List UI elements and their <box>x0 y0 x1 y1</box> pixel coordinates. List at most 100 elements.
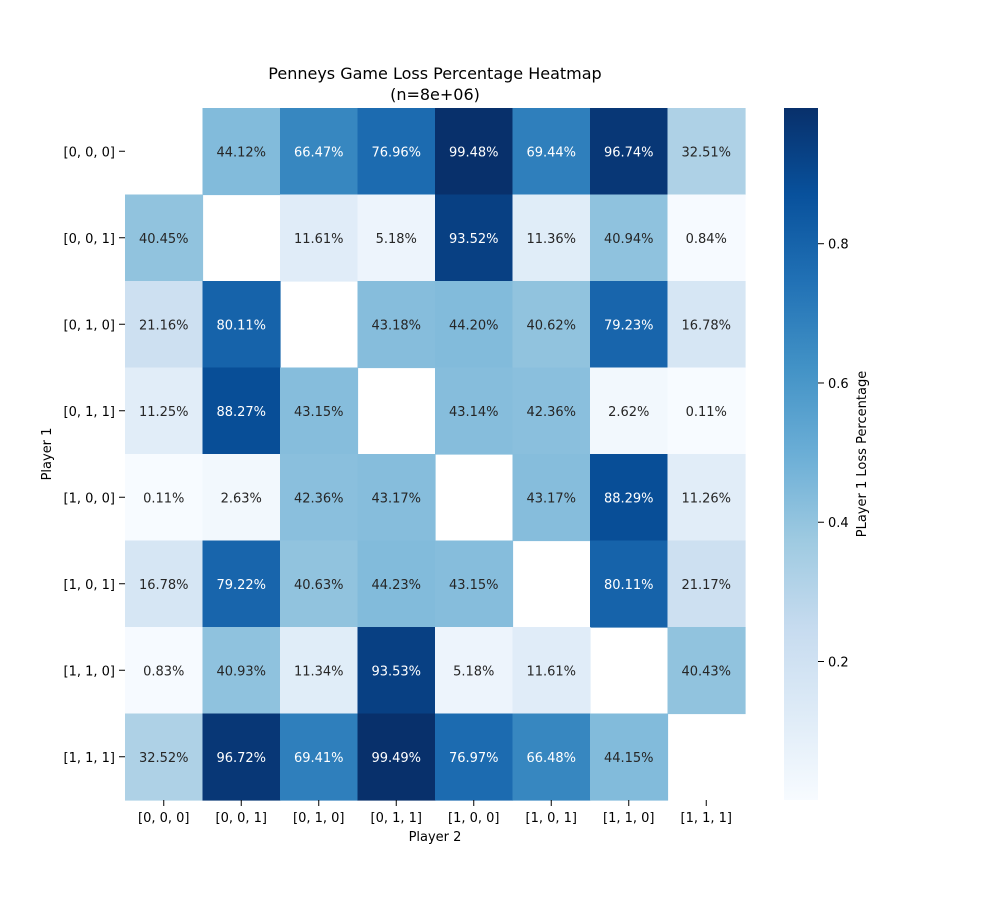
cell-value-label: 99.49% <box>371 751 421 766</box>
cell-value-label: 0.83% <box>143 664 184 679</box>
cell-value-label: 43.15% <box>449 578 499 593</box>
heatmap-cell <box>125 281 204 369</box>
x-axis-ticks: [0, 0, 0] [0, 0, 1] [0, 1, 0] [0, 1, 1] [1, … <box>138 800 732 826</box>
heatmap-cell <box>435 194 514 282</box>
heatmap-cell <box>435 540 514 628</box>
heatmap-cell <box>125 713 204 801</box>
cell-value-label: 16.78% <box>681 318 731 333</box>
heatmap-cell <box>280 627 359 715</box>
cell-value-label: 42.36% <box>294 491 344 506</box>
x-tick-label: [1, 1, 1] <box>681 811 733 826</box>
heatmap-cell <box>667 454 746 542</box>
cell-value-label: 43.17% <box>371 491 421 506</box>
cell-value-label: 40.94% <box>604 232 654 247</box>
heatmap-cell <box>512 454 591 542</box>
heatmap-cells <box>125 108 746 801</box>
cell-value-label: 0.84% <box>686 232 727 247</box>
heatmap-cell <box>435 108 514 196</box>
heatmap-cell <box>357 454 436 542</box>
cell-value-label: 44.23% <box>371 578 421 593</box>
heatmap-cell <box>357 194 436 282</box>
cell-value-label: 44.15% <box>604 751 654 766</box>
heatmap-cell <box>667 194 746 282</box>
y-tick-label: [1, 1, 0] <box>64 664 116 679</box>
heatmap-cell <box>125 194 204 282</box>
heatmap-cell <box>280 713 359 801</box>
cell-value-label: 0.11% <box>686 405 727 420</box>
heatmap-cell <box>280 367 359 455</box>
cell-value-label: 21.16% <box>139 318 189 333</box>
heatmap-cell-labels: 44.12% 66.47% 76.96% 99.48% 69.44% 96.74% 32.5… <box>139 145 731 766</box>
x-tick-label: [1, 0, 1] <box>526 811 578 826</box>
cell-value-label: 40.62% <box>526 318 576 333</box>
heatmap-cell <box>667 540 746 628</box>
cell-value-label: 69.41% <box>294 751 344 766</box>
heatmap-cell <box>125 454 204 542</box>
heatmap-cell <box>125 627 204 715</box>
colorbar-tick-label: 0.2 <box>828 656 849 671</box>
cell-value-label: 11.34% <box>294 664 344 679</box>
cell-value-label: 69.44% <box>526 145 576 160</box>
heatmap-cell <box>590 454 669 542</box>
y-tick-label: [0, 0, 1] <box>64 232 116 247</box>
cell-value-label: 2.63% <box>221 491 262 506</box>
colorbar-label: PLayer 1 Loss Percentage <box>855 371 870 537</box>
cell-value-label: 16.78% <box>139 578 189 593</box>
y-axis-ticks: [0, 0, 0] [0, 0, 1] [0, 1, 0] [0, 1, 1] [1, … <box>64 145 125 766</box>
y-tick-label: [0, 1, 0] <box>64 318 116 333</box>
y-tick-label: [0, 1, 1] <box>64 405 116 420</box>
heatmap-cell <box>512 713 591 801</box>
cell-value-label: 79.23% <box>604 318 654 333</box>
colorbar <box>784 108 818 800</box>
cell-value-label: 99.48% <box>449 145 499 160</box>
cell-value-label: 43.17% <box>526 491 576 506</box>
cell-value-label: 66.47% <box>294 145 344 160</box>
heatmap-cell <box>590 713 669 801</box>
cell-value-label: 88.29% <box>604 491 654 506</box>
heatmap-cell <box>202 367 281 455</box>
y-tick-label: [1, 1, 1] <box>64 751 116 766</box>
colorbar-tick-label: 0.6 <box>828 377 849 392</box>
cell-value-label: 66.48% <box>526 751 576 766</box>
cell-value-label: 76.96% <box>371 145 421 160</box>
cell-value-label: 40.93% <box>216 664 266 679</box>
cell-value-label: 11.36% <box>526 232 576 247</box>
cell-value-label: 21.17% <box>681 578 731 593</box>
heatmap-cell <box>202 454 281 542</box>
cell-value-label: 76.97% <box>449 751 499 766</box>
cell-value-label: 0.11% <box>143 491 184 506</box>
cell-value-label: 32.52% <box>139 751 189 766</box>
heatmap-cell <box>512 194 591 282</box>
heatmap-cell <box>667 367 746 455</box>
heatmap-cell <box>357 108 436 196</box>
colorbar-ticks: 0.2 0.4 0.6 0.8 <box>818 238 849 671</box>
x-tick-label: [1, 0, 0] <box>448 811 500 826</box>
x-tick-label: [0, 1, 0] <box>293 811 345 826</box>
x-tick-label: [0, 0, 0] <box>138 811 190 826</box>
cell-value-label: 11.61% <box>294 232 344 247</box>
heatmap-cell <box>512 281 591 369</box>
cell-value-label: 32.51% <box>681 145 731 160</box>
heatmap-cell <box>667 627 746 715</box>
cell-value-label: 5.18% <box>376 232 417 247</box>
cell-value-label: 96.74% <box>604 145 654 160</box>
heatmap-cell <box>357 627 436 715</box>
cell-value-label: 44.20% <box>449 318 499 333</box>
heatmap-cell <box>512 627 591 715</box>
cell-value-label: 5.18% <box>453 664 494 679</box>
cell-value-label: 93.52% <box>449 232 499 247</box>
cell-value-label: 44.12% <box>216 145 266 160</box>
cell-value-label: 79.22% <box>216 578 266 593</box>
heatmap-cell <box>202 627 281 715</box>
cell-value-label: 40.45% <box>139 232 189 247</box>
heatmap-cell <box>435 713 514 801</box>
y-tick-label: [0, 0, 0] <box>64 145 116 160</box>
heatmap-cell <box>202 713 281 801</box>
heatmap-cell <box>280 108 359 196</box>
heatmap-cell <box>435 367 514 455</box>
heatmap-cell <box>125 367 204 455</box>
cell-value-label: 42.36% <box>526 405 576 420</box>
y-axis-label: Player 1 <box>40 428 55 481</box>
heatmap-cell <box>280 540 359 628</box>
